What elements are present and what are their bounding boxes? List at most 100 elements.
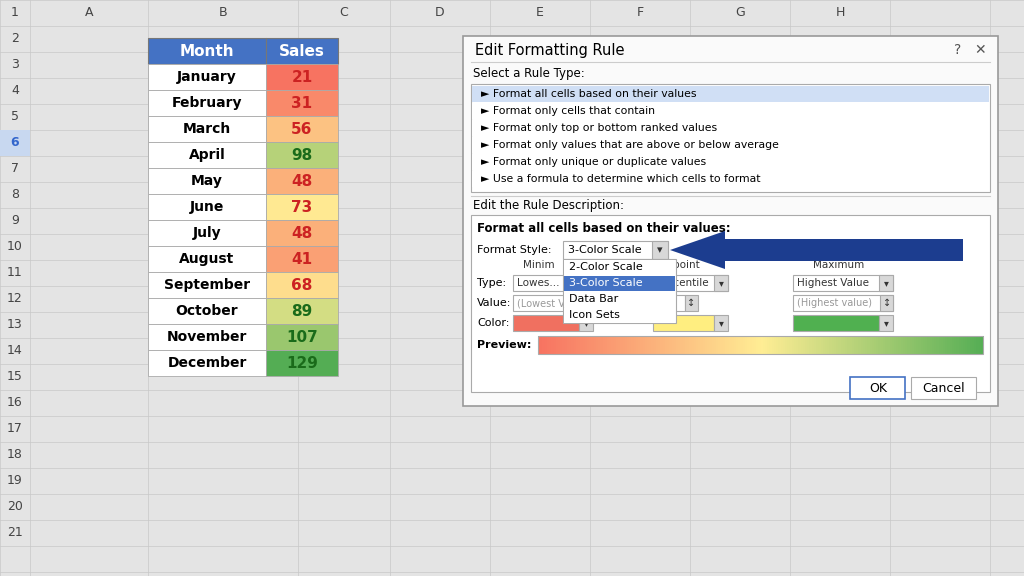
FancyBboxPatch shape (890, 336, 892, 354)
FancyBboxPatch shape (472, 103, 989, 119)
FancyBboxPatch shape (792, 336, 795, 354)
FancyBboxPatch shape (541, 336, 543, 354)
FancyBboxPatch shape (148, 90, 266, 116)
FancyBboxPatch shape (587, 336, 590, 354)
FancyBboxPatch shape (580, 295, 593, 311)
FancyBboxPatch shape (687, 336, 690, 354)
FancyBboxPatch shape (148, 324, 266, 350)
FancyBboxPatch shape (958, 336, 962, 354)
FancyBboxPatch shape (651, 336, 654, 354)
FancyBboxPatch shape (879, 315, 893, 331)
FancyBboxPatch shape (670, 336, 672, 354)
FancyBboxPatch shape (752, 336, 755, 354)
FancyBboxPatch shape (653, 315, 714, 331)
FancyBboxPatch shape (776, 336, 779, 354)
Text: Data Bar: Data Bar (569, 294, 618, 304)
FancyBboxPatch shape (549, 336, 552, 354)
Text: 16: 16 (7, 396, 23, 410)
Text: 7: 7 (11, 162, 19, 176)
FancyBboxPatch shape (873, 336, 877, 354)
FancyBboxPatch shape (564, 276, 675, 291)
FancyBboxPatch shape (700, 336, 703, 354)
FancyBboxPatch shape (928, 336, 930, 354)
FancyBboxPatch shape (148, 298, 266, 324)
FancyBboxPatch shape (545, 336, 548, 354)
Text: 2-Color Scale: 2-Color Scale (569, 262, 643, 272)
Text: ↕: ↕ (687, 298, 695, 308)
FancyBboxPatch shape (676, 336, 679, 354)
FancyBboxPatch shape (923, 336, 926, 354)
FancyBboxPatch shape (930, 336, 932, 354)
FancyBboxPatch shape (736, 336, 738, 354)
FancyBboxPatch shape (919, 336, 922, 354)
Text: Maximum: Maximum (813, 260, 864, 270)
Text: January: January (177, 70, 237, 84)
Text: ► Format only top or bottom ranked values: ► Format only top or bottom ranked value… (481, 123, 717, 133)
FancyBboxPatch shape (551, 336, 554, 354)
Text: 20: 20 (7, 501, 23, 513)
FancyBboxPatch shape (266, 350, 338, 376)
FancyBboxPatch shape (691, 336, 694, 354)
Text: 10: 10 (7, 241, 23, 253)
FancyBboxPatch shape (621, 336, 623, 354)
Text: F: F (637, 6, 643, 20)
Text: Sales: Sales (280, 44, 325, 59)
FancyBboxPatch shape (888, 336, 890, 354)
FancyBboxPatch shape (799, 336, 801, 354)
FancyBboxPatch shape (852, 336, 854, 354)
FancyBboxPatch shape (939, 336, 941, 354)
Text: 19: 19 (7, 475, 23, 487)
Text: Select a Rule Type:: Select a Rule Type: (473, 67, 585, 81)
Text: D: D (435, 6, 444, 20)
FancyBboxPatch shape (945, 336, 948, 354)
FancyBboxPatch shape (823, 336, 825, 354)
Text: A: A (85, 6, 93, 20)
Text: ▾: ▾ (584, 278, 589, 288)
FancyBboxPatch shape (463, 36, 998, 406)
FancyBboxPatch shape (647, 336, 650, 354)
FancyBboxPatch shape (767, 336, 770, 354)
FancyBboxPatch shape (623, 336, 626, 354)
FancyBboxPatch shape (649, 336, 652, 354)
FancyBboxPatch shape (812, 336, 814, 354)
FancyBboxPatch shape (956, 336, 959, 354)
FancyBboxPatch shape (660, 336, 664, 354)
Text: 14: 14 (7, 344, 23, 358)
FancyBboxPatch shape (774, 336, 776, 354)
FancyBboxPatch shape (564, 292, 675, 307)
FancyBboxPatch shape (627, 336, 630, 354)
FancyBboxPatch shape (472, 171, 989, 187)
FancyBboxPatch shape (589, 336, 592, 354)
FancyBboxPatch shape (818, 336, 821, 354)
FancyBboxPatch shape (820, 336, 823, 354)
FancyBboxPatch shape (266, 64, 338, 90)
Text: ► Format all cells based on their values: ► Format all cells based on their values (481, 89, 696, 99)
Text: ▾: ▾ (719, 318, 723, 328)
FancyBboxPatch shape (827, 336, 830, 354)
Polygon shape (670, 231, 963, 269)
FancyBboxPatch shape (665, 336, 668, 354)
FancyBboxPatch shape (814, 336, 816, 354)
FancyBboxPatch shape (600, 336, 603, 354)
FancyBboxPatch shape (563, 259, 676, 323)
Text: 21: 21 (292, 70, 312, 85)
FancyBboxPatch shape (911, 377, 976, 399)
FancyBboxPatch shape (629, 336, 632, 354)
FancyBboxPatch shape (744, 336, 748, 354)
Text: ▾: ▾ (884, 278, 889, 288)
Text: 129: 129 (286, 355, 317, 370)
FancyBboxPatch shape (714, 336, 717, 354)
FancyBboxPatch shape (266, 38, 338, 64)
Text: Cancel: Cancel (923, 381, 966, 395)
FancyBboxPatch shape (663, 336, 666, 354)
Text: 31: 31 (292, 96, 312, 111)
FancyBboxPatch shape (954, 336, 956, 354)
Text: 1: 1 (11, 6, 18, 20)
FancyBboxPatch shape (632, 336, 634, 354)
Text: Format all cells based on their values:: Format all cells based on their values: (477, 222, 731, 234)
Text: ▾: ▾ (657, 245, 663, 255)
FancyBboxPatch shape (266, 272, 338, 298)
FancyBboxPatch shape (656, 336, 658, 354)
FancyBboxPatch shape (972, 336, 975, 354)
Text: 98: 98 (292, 147, 312, 162)
